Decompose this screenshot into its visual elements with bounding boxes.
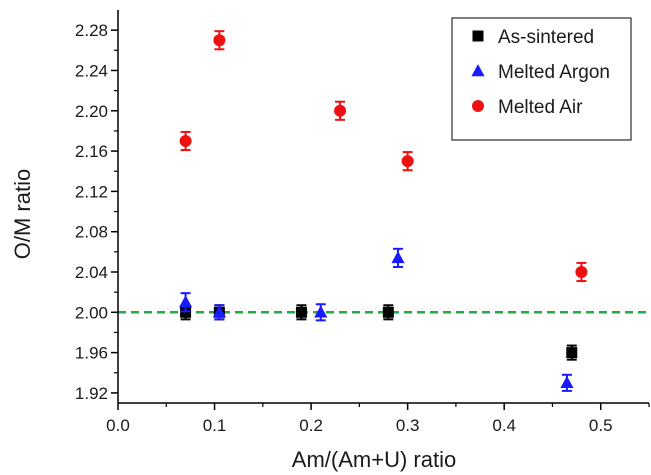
triangle-marker bbox=[314, 305, 328, 318]
data-point bbox=[334, 100, 347, 121]
series-melted-air bbox=[179, 30, 588, 283]
data-point bbox=[213, 30, 226, 51]
data-point bbox=[391, 247, 405, 268]
square-marker bbox=[382, 306, 394, 318]
y-tick-label: 2.12 bbox=[75, 182, 108, 201]
legend-item: Melted Air bbox=[472, 97, 583, 118]
data-point bbox=[178, 292, 193, 313]
legend: As-sintered Melted Argon Melted Air bbox=[451, 17, 632, 141]
legend-circle-marker bbox=[472, 100, 484, 112]
triangle-marker bbox=[178, 295, 193, 308]
circle-marker bbox=[401, 155, 414, 168]
square-marker bbox=[295, 306, 307, 318]
y-tick-label: 1.92 bbox=[75, 384, 108, 403]
data-point bbox=[295, 304, 307, 321]
y-tick-label: 1.96 bbox=[75, 344, 108, 363]
x-tick-label: 0.0 bbox=[106, 416, 130, 435]
triangle-marker bbox=[391, 250, 405, 264]
data-point bbox=[401, 151, 414, 172]
data-point bbox=[314, 303, 328, 322]
x-tick-label: 0.1 bbox=[203, 416, 227, 435]
series-melted-argon bbox=[178, 247, 574, 392]
legend-item: As-sintered bbox=[472, 27, 594, 48]
legend-label: As-sintered bbox=[498, 27, 594, 48]
legend-label: Melted Argon bbox=[498, 62, 610, 83]
legend-item: Melted Argon bbox=[471, 62, 610, 83]
data-point bbox=[566, 344, 578, 361]
data-point bbox=[560, 373, 574, 392]
x-tick-label: 0.2 bbox=[299, 416, 323, 435]
triangle-marker bbox=[560, 375, 574, 389]
legend-triangle-marker bbox=[471, 64, 485, 77]
x-tick-label: 0.3 bbox=[396, 416, 420, 435]
data-point bbox=[575, 261, 588, 283]
y-axis-title: O/M ratio bbox=[10, 169, 35, 259]
data-point bbox=[382, 304, 394, 321]
data-point bbox=[179, 130, 192, 152]
y-tick-label: 2.16 bbox=[75, 142, 108, 161]
y-tick-label: 2.00 bbox=[75, 303, 108, 322]
square-marker bbox=[180, 306, 192, 318]
circle-marker bbox=[334, 104, 347, 117]
y-tick-label: 2.04 bbox=[75, 263, 108, 282]
y-tick-label: 2.24 bbox=[75, 61, 108, 80]
circle-marker bbox=[575, 266, 588, 278]
x-tick-label: 0.4 bbox=[492, 416, 516, 435]
legend-label: Melted Air bbox=[498, 97, 583, 118]
circle-marker bbox=[179, 135, 192, 147]
y-tick-label: 2.20 bbox=[75, 102, 108, 121]
x-tick-label: 0.5 bbox=[589, 416, 613, 435]
axes-group: 1.92 1.96 2.00 2.04 2.08 2.12 2.16 2.20 2.24 2.28… bbox=[75, 10, 650, 435]
x-axis-title: Am/(Am+U) ratio bbox=[292, 447, 456, 472]
y-tick-label: 2.08 bbox=[75, 223, 108, 242]
data-point bbox=[212, 304, 226, 321]
circle-marker bbox=[213, 34, 226, 47]
square-marker bbox=[566, 347, 578, 359]
data-points-group bbox=[178, 30, 588, 392]
triangle-marker bbox=[212, 305, 226, 318]
legend-square-marker bbox=[472, 30, 484, 42]
y-tick-label: 2.28 bbox=[75, 21, 108, 40]
